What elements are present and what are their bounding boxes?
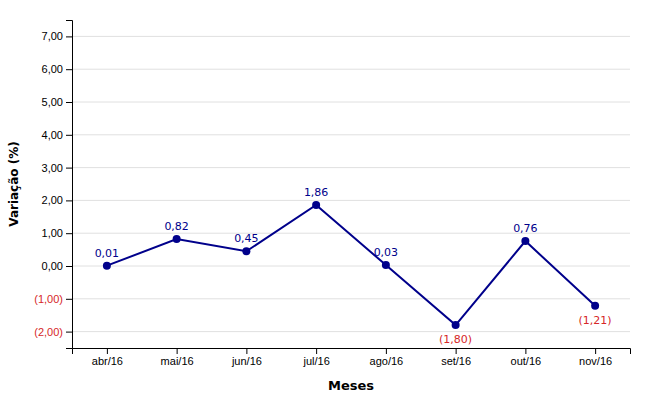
y-tick-label: 3,00 <box>42 162 63 174</box>
grid-line <box>72 36 630 37</box>
y-tick-mark <box>66 168 72 169</box>
y-tick-mark <box>66 233 72 234</box>
x-tick-mark <box>107 348 108 354</box>
x-tick-label: abr/16 <box>92 355 123 367</box>
y-axis: (2,00) (1,00) 0,00 1,00 2,00 3,00 4,00 5,00 6,00… <box>34 21 72 349</box>
x-tick: jul/16 <box>302 348 329 367</box>
x-tick: ago/16 <box>370 348 404 367</box>
x-tick-label: mai/16 <box>161 355 194 367</box>
y-tick-mark <box>66 299 72 300</box>
y-tick-label: 5,00 <box>42 96 63 108</box>
grid-line <box>72 69 630 70</box>
marker <box>591 302 599 310</box>
y-axis-title: Variação (%) <box>7 141 21 226</box>
y-tick-mark <box>66 102 72 103</box>
grid-line <box>72 266 630 267</box>
y-tick: (1,00) <box>34 293 72 305</box>
y-tick: 2,00 <box>42 194 72 206</box>
y-tick-mark <box>66 332 72 333</box>
y-tick-mark <box>66 69 72 70</box>
y-tick: 4,00 <box>42 129 72 141</box>
y-tick: 7,00 <box>42 30 72 42</box>
y-tick-label: (1,00) <box>34 293 63 305</box>
grid-line <box>72 134 630 135</box>
grid-line <box>72 167 630 168</box>
marker <box>452 321 460 329</box>
x-tick-label: jul/16 <box>302 355 329 367</box>
y-tick-mark <box>66 135 72 136</box>
data-label: 0,76 <box>513 222 538 235</box>
x-tick: out/16 <box>511 348 542 367</box>
marker <box>382 261 390 269</box>
x-tick: nov/16 <box>579 348 612 367</box>
x-axis-line <box>73 349 631 355</box>
y-tick-label: 2,00 <box>42 194 63 206</box>
x-tick-mark <box>386 348 387 354</box>
data-label: (1,80) <box>439 333 472 346</box>
x-tick: set/16 <box>441 348 471 367</box>
y-tick: 6,00 <box>42 63 72 75</box>
grid-line <box>72 233 630 234</box>
x-tick-label: ago/16 <box>370 355 404 367</box>
marker <box>521 237 529 245</box>
line <box>107 205 595 325</box>
marks <box>103 201 599 329</box>
data-label: (1,21) <box>579 314 612 327</box>
x-tick: abr/16 <box>92 348 123 367</box>
y-tick-label: 4,00 <box>42 129 63 141</box>
data-label: 0,82 <box>164 220 189 233</box>
y-axis-line <box>66 21 73 349</box>
marker <box>312 201 320 209</box>
y-tick-label: 1,00 <box>42 227 63 239</box>
data-label: 0,45 <box>234 232 259 245</box>
grid <box>72 36 630 331</box>
y-tick: 0,00 <box>42 260 72 272</box>
x-tick-mark <box>316 348 317 354</box>
y-tick-mark <box>66 36 72 37</box>
grid-line <box>72 331 630 332</box>
marker <box>173 235 181 243</box>
x-tick-label: jun/16 <box>231 355 262 367</box>
y-tick-label: 6,00 <box>42 63 63 75</box>
x-tick: mai/16 <box>161 348 194 367</box>
grid-line <box>72 200 630 201</box>
x-tick-label: out/16 <box>511 355 542 367</box>
data-label: 0,03 <box>374 246 399 259</box>
data-label: 1,86 <box>304 186 329 199</box>
y-tick-mark <box>66 200 72 201</box>
y-tick-label: (2,00) <box>34 326 63 338</box>
y-tick-label: 0,00 <box>42 260 63 272</box>
x-axis-title: Meses <box>328 378 374 393</box>
data-label: 0,01 <box>95 247 120 260</box>
x-tick-mark <box>456 348 457 354</box>
y-tick: (2,00) <box>34 326 72 338</box>
y-tick-label: 7,00 <box>42 30 63 42</box>
x-tick-mark <box>177 348 178 354</box>
x-tick-mark <box>525 348 526 354</box>
marker <box>242 247 250 255</box>
x-tick-label: nov/16 <box>579 355 612 367</box>
y-tick: 5,00 <box>42 96 72 108</box>
y-tick: 3,00 <box>42 162 72 174</box>
plot-area: (2,00) (1,00) 0,00 1,00 2,00 3,00 4,00 5,00 6,00… <box>34 21 630 367</box>
chart: (2,00) (1,00) 0,00 1,00 2,00 3,00 4,00 5,00 6,00… <box>0 0 650 400</box>
y-tick-mark <box>66 266 72 267</box>
grid-line <box>72 102 630 103</box>
x-tick: jun/16 <box>231 348 262 367</box>
grid-line <box>72 298 630 299</box>
x-tick-mark <box>246 348 247 354</box>
y-tick: 1,00 <box>42 227 72 239</box>
data-labels: 0,01 0,82 0,45 1,86 0,03 (1,80) 0,76 (1,21) <box>95 186 612 346</box>
marker <box>103 262 111 270</box>
x-axis: abr/16 mai/16 jun/16 jul/16 ago/16 set/16 out/… <box>73 348 631 367</box>
x-tick-label: set/16 <box>441 355 471 367</box>
x-tick-mark <box>595 348 596 354</box>
